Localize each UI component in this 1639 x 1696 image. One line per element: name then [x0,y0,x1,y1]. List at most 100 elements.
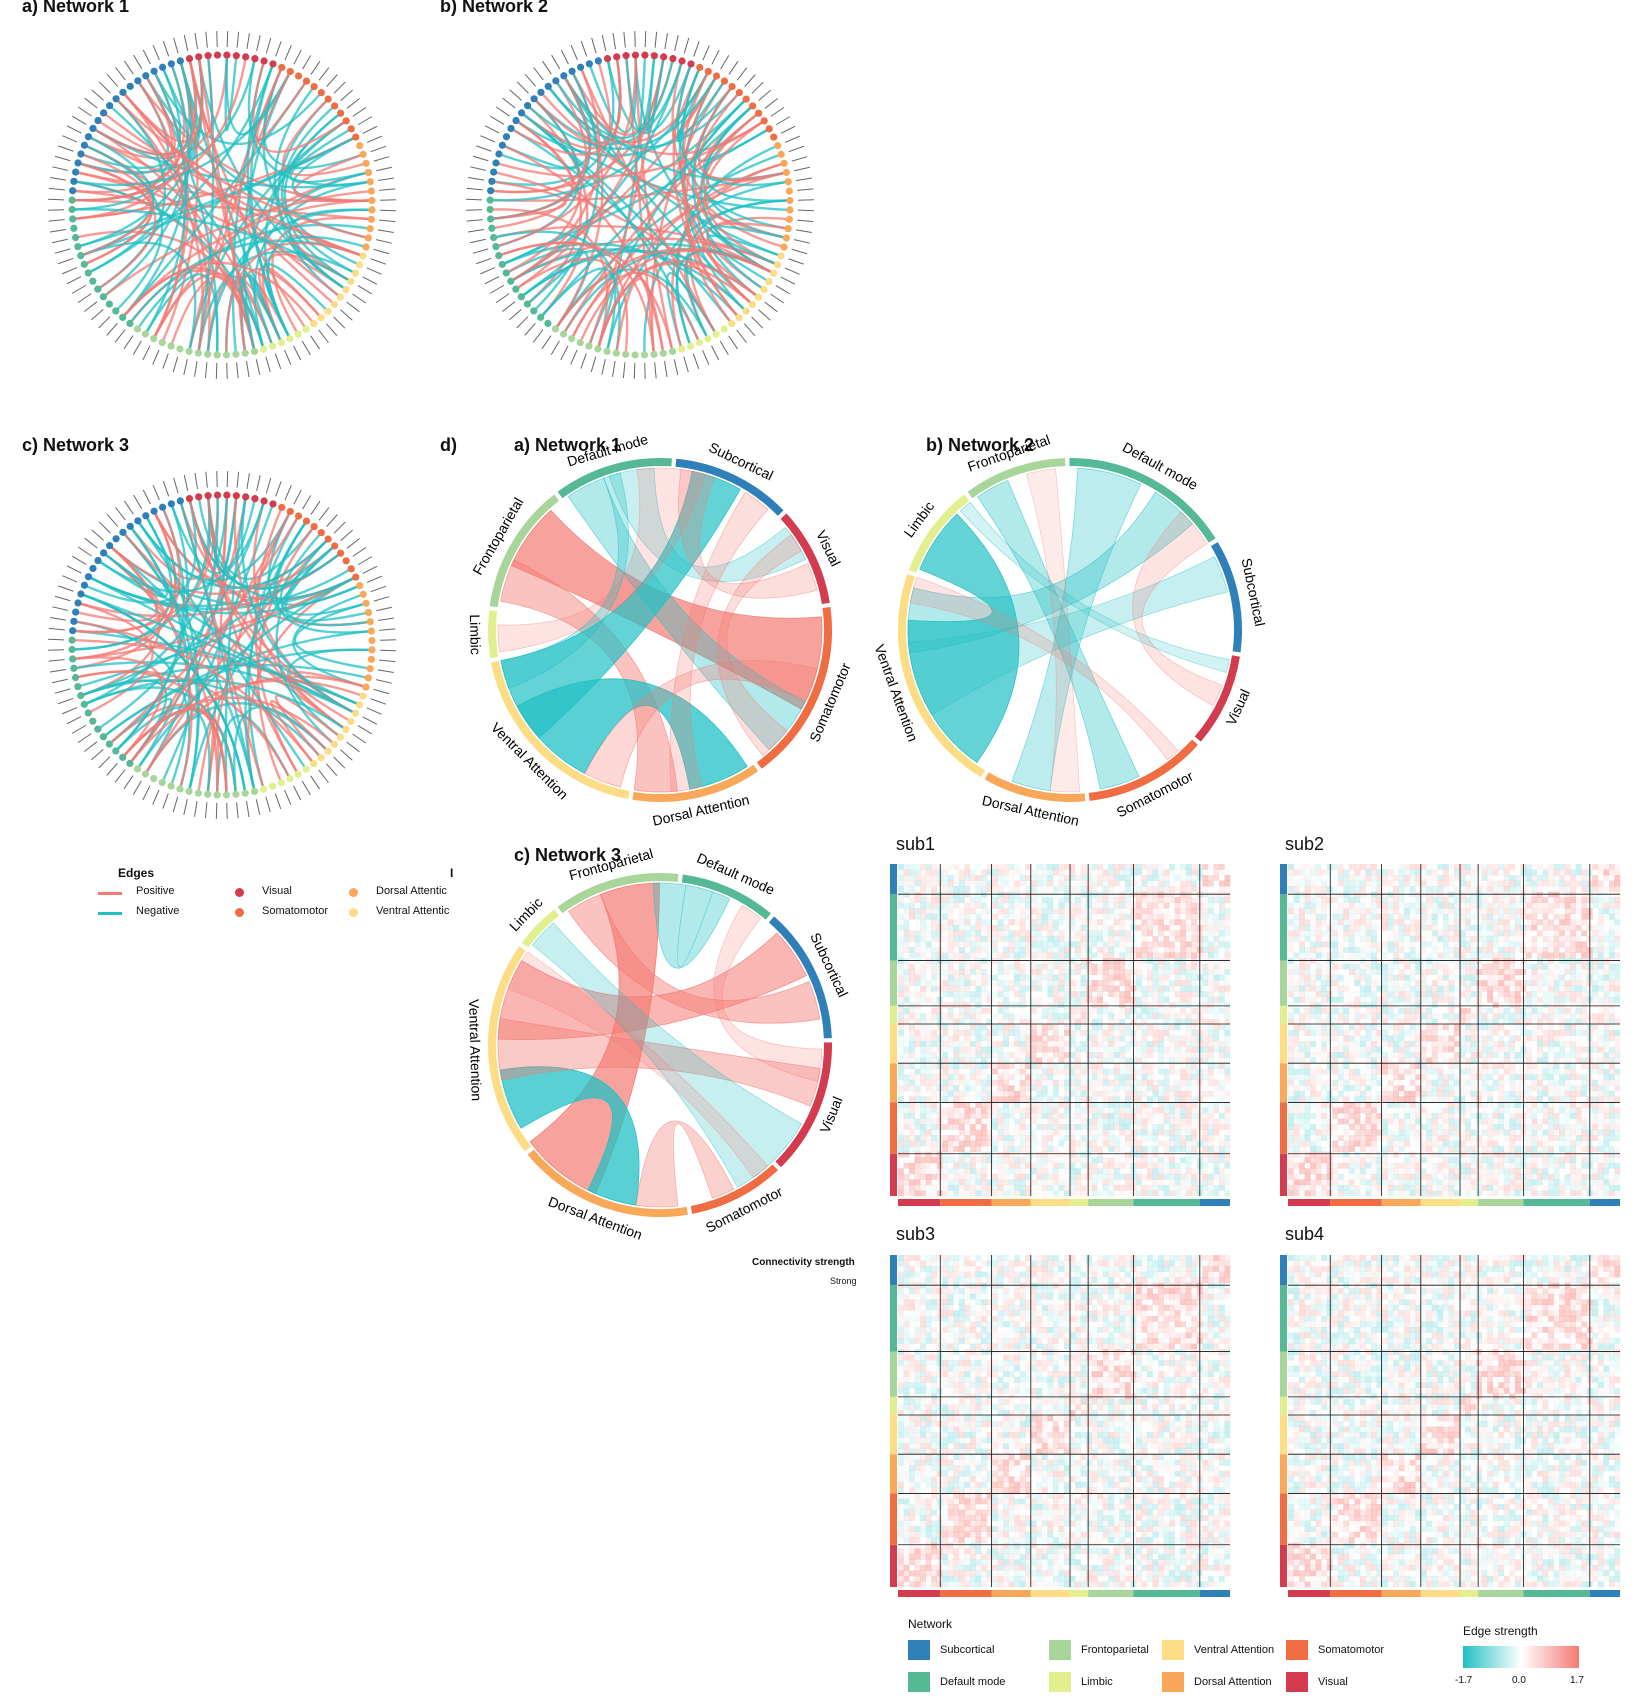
matrix-cell [903,1118,910,1125]
matrix-cell [914,1179,921,1186]
matrix-cell [903,974,910,981]
matrix-cell [1202,1179,1209,1186]
node-label-tick [664,33,668,50]
node-label-tick [48,627,65,631]
matrix-cell [1135,1085,1142,1092]
matrix-cell [981,1162,987,1169]
matrix-cell [947,991,954,998]
matrix-cell [1158,869,1164,876]
matrix-cell [1058,1041,1065,1047]
network-arc [898,573,986,778]
matrix-cell [942,1118,949,1125]
matrix-cell [920,1179,926,1186]
node-label-tick [98,316,111,329]
matrix-cell [1080,996,1087,1003]
matrix-cell [1014,919,1021,926]
matrix-cell [1097,996,1104,1003]
matrix-cell [1338,886,1344,892]
matrix-cell [1091,864,1098,870]
matrix-cell [947,958,954,964]
matrix-cell [1075,1168,1081,1175]
edge [515,85,734,157]
matrix-cell [981,1151,987,1158]
matrix-cell [1158,1118,1164,1125]
matrix-cell [997,980,1004,987]
matrix-cell [1191,1163,1197,1169]
matrix-cell [1075,1173,1081,1180]
node-label-tick [379,628,396,631]
matrix-cell [1031,1185,1037,1191]
matrix-cell [1191,1168,1198,1175]
matrix-cell [1009,1047,1015,1053]
node-dot [251,495,259,503]
matrix-cell [1064,1157,1070,1163]
matrix-cell [1180,886,1187,892]
matrix-cell [1003,1030,1009,1036]
matrix-cell [936,1107,943,1114]
chord-network-1-title: a) Network 1 [514,435,622,455]
matrix-cell [997,1018,1004,1025]
matrix-cell [970,1096,976,1102]
matrix-cell [1119,1129,1126,1136]
matrix-cell [1064,1024,1070,1031]
matrix-cell [1064,1174,1070,1180]
node-dot [777,150,785,158]
matrix-cell [1086,1118,1092,1125]
matrix-cell [1008,1024,1015,1031]
node-dot [507,124,515,133]
node-label-tick [66,125,82,134]
matrix-cell [1030,935,1037,942]
matrix-cell [920,1063,926,1070]
node-dot [167,782,175,790]
matrix-cell [1174,947,1181,953]
matrix-cell [1476,886,1482,892]
matrix-cell [1009,975,1015,981]
node-label-tick [301,340,311,356]
node-label-tick [560,345,569,361]
node-label-tick [476,145,492,152]
matrix-cell [903,864,910,870]
matrix-cell [1207,1085,1214,1092]
matrix-cell [1047,1168,1054,1175]
matrix-cell [1207,1107,1214,1114]
matrix-cell [1174,1184,1181,1191]
matrix-cell [1119,1135,1125,1141]
matrix-cell [1299,864,1305,870]
matrix-cell [1014,880,1021,887]
matrix-cell [1075,1101,1081,1108]
matrix-cell [948,1163,954,1169]
matrix-cell [1315,886,1322,892]
matrix-cell [1191,880,1198,887]
node-label-tick [293,49,302,65]
matrix-cell [1113,1041,1120,1047]
edge [136,223,371,330]
matrix-cell [997,1085,1004,1092]
node-dot [517,293,525,301]
edge [92,56,204,156]
matrix-cell [1113,1184,1120,1191]
matrix-cell [1185,1074,1192,1081]
matrix-cell [1152,996,1159,1003]
matrix-cell [1075,864,1081,870]
matrix-cell [1025,1119,1031,1125]
matrix-cell [1163,880,1170,887]
node-label-tick [133,54,143,70]
matrix-cell [1219,1013,1225,1019]
matrix-cell [969,1007,976,1014]
matrix-cell [1135,1057,1142,1064]
matrix-cell [1113,1035,1120,1042]
node-label-tick [379,188,396,191]
matrix-cell [1069,1118,1076,1125]
matrix-cell [1147,985,1153,992]
matrix-cell [997,1046,1004,1053]
matrix-cell [1091,969,1098,975]
matrix-cell [1218,902,1225,909]
matrix-cell [1114,1190,1120,1196]
matrix-cell [1476,880,1482,887]
matrix-cell [1174,1052,1181,1058]
matrix-cell [992,1124,998,1130]
matrix-cell [1191,1179,1198,1186]
edge [540,91,787,240]
node-dot [324,307,332,315]
matrix-cell [1047,1190,1053,1196]
